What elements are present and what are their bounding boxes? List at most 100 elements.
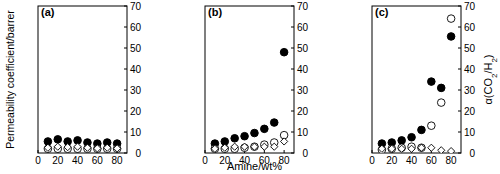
panel: 020406080010203040506070(c)α(CO2/H2) <box>369 1 498 167</box>
point <box>251 143 259 151</box>
point <box>438 147 445 153</box>
point <box>261 143 268 150</box>
point <box>261 125 269 133</box>
y2-tick <box>291 90 294 91</box>
point <box>408 133 416 141</box>
panel-label: (c) <box>375 6 389 18</box>
x-tick-label: 40 <box>72 155 84 166</box>
point <box>54 136 62 144</box>
x-tick-label: 80 <box>446 155 458 166</box>
point <box>94 145 101 152</box>
panel-label: (a) <box>41 6 55 18</box>
y2-tick-label: 40 <box>130 64 142 75</box>
y2-tick-label: 50 <box>297 43 309 54</box>
point <box>447 15 455 23</box>
y2-tick <box>124 27 127 28</box>
point <box>271 143 278 150</box>
marks <box>44 136 121 153</box>
point <box>398 137 406 145</box>
point <box>221 144 228 151</box>
point <box>64 144 71 151</box>
point <box>44 144 51 151</box>
y2-tick-label: 60 <box>297 22 309 33</box>
y2-tick <box>124 111 127 112</box>
point <box>251 143 258 150</box>
point <box>428 144 435 151</box>
x-tick-label: 80 <box>112 155 124 166</box>
y2-tick <box>458 153 461 154</box>
x-tick-label: 20 <box>386 155 398 166</box>
x-tick-label: 0 <box>202 155 208 166</box>
point <box>231 143 238 150</box>
y2-tick <box>291 132 294 133</box>
x-tick-label: 60 <box>92 155 104 166</box>
y2-tick-label: 70 <box>130 1 142 12</box>
x-tick-label: 20 <box>52 155 64 166</box>
y2-tick <box>458 111 461 112</box>
y2-tick <box>458 132 461 133</box>
y2-tick-label: 0 <box>135 148 141 159</box>
point <box>447 33 455 41</box>
x-tick-label: 40 <box>406 155 418 166</box>
point <box>437 84 445 92</box>
point <box>221 145 229 153</box>
point <box>418 144 425 151</box>
y2-tick-label: 20 <box>130 106 142 117</box>
point <box>388 145 396 153</box>
y2-tick-label: 50 <box>464 43 476 54</box>
y2-tick <box>458 69 461 70</box>
point <box>270 119 278 127</box>
y2-tick-label: 40 <box>464 64 476 75</box>
point <box>280 48 288 56</box>
point <box>103 145 111 153</box>
y2-tick-label: 70 <box>297 1 309 12</box>
point <box>44 145 52 153</box>
point <box>437 99 445 107</box>
x-tick <box>38 150 39 153</box>
point <box>408 145 415 152</box>
point <box>398 145 405 152</box>
y2-tick <box>124 153 127 154</box>
plot-frame <box>38 6 127 153</box>
point <box>241 144 249 152</box>
y2-tick-label: 30 <box>130 85 142 96</box>
point <box>378 145 385 152</box>
y2-tick-label: 50 <box>130 43 142 54</box>
x-tick <box>284 150 285 153</box>
point <box>428 78 436 86</box>
marks <box>378 15 455 153</box>
y2-tick-label: 30 <box>297 85 309 96</box>
y2-tick <box>291 6 294 7</box>
point <box>428 122 436 130</box>
plot-frame <box>372 6 461 153</box>
point <box>251 129 259 137</box>
point <box>418 144 426 152</box>
y2-tick-label: 10 <box>297 127 309 138</box>
y2-tick <box>124 69 127 70</box>
y2-tick <box>124 6 127 7</box>
y2-tick <box>291 111 294 112</box>
y2-tick <box>458 90 461 91</box>
point <box>418 126 426 134</box>
y2-tick-label: 0 <box>469 148 475 159</box>
y2-tick <box>291 69 294 70</box>
panel: 020406080010203040506070(b)Amine/wt% <box>202 1 308 173</box>
y2-tick <box>458 27 461 28</box>
y2-tick-label: 10 <box>464 127 476 138</box>
y2-tick <box>124 48 127 49</box>
point <box>84 145 92 153</box>
point <box>211 145 219 153</box>
y2-tick-label: 60 <box>130 22 142 33</box>
point <box>281 138 288 145</box>
x-tick-label: 0 <box>369 155 375 166</box>
marks <box>211 48 288 152</box>
y2-tick <box>124 90 127 91</box>
point <box>54 143 61 150</box>
point <box>114 145 121 152</box>
x-axis-title: Amine/wt% <box>227 160 282 172</box>
y2-tick-label: 60 <box>464 22 476 33</box>
point <box>74 143 81 150</box>
point <box>241 132 249 140</box>
y2-axis-title: α(CO2/H2) <box>482 54 499 104</box>
y2-tick-label: 0 <box>302 148 308 159</box>
